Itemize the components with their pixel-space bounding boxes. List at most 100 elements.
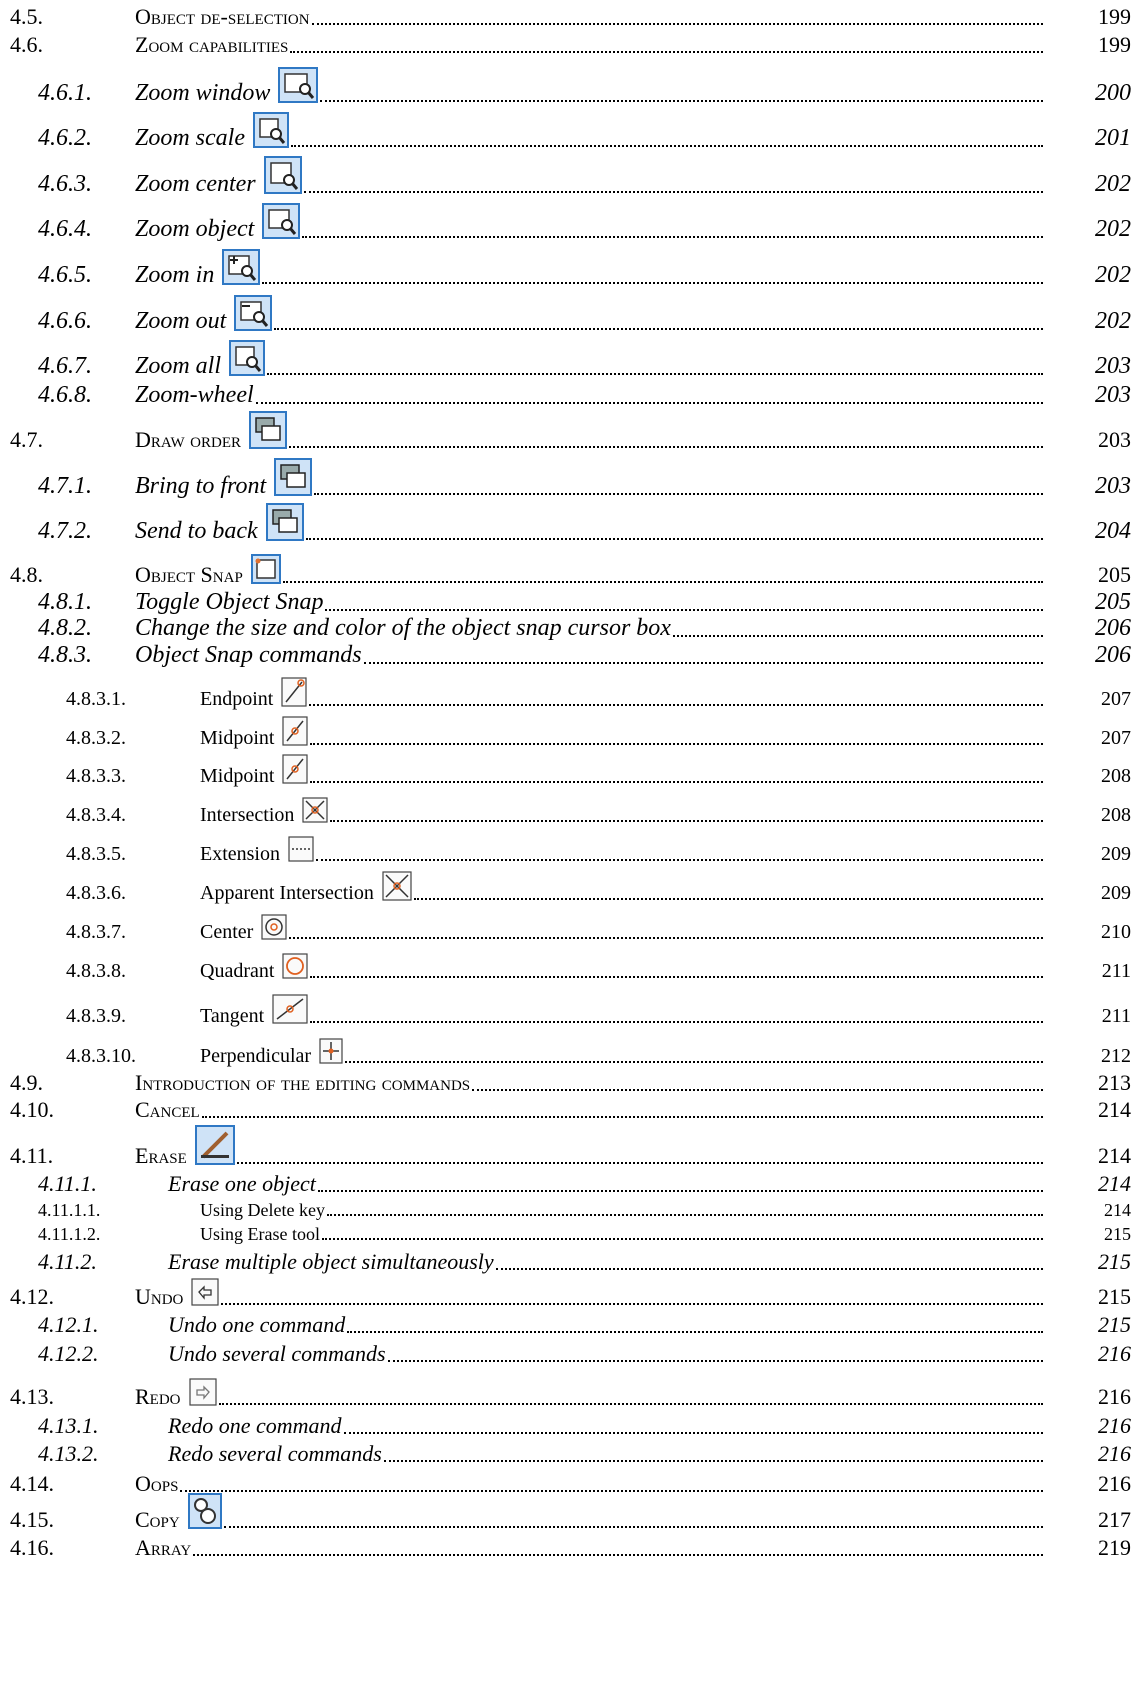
dot-leader — [343, 1432, 1043, 1434]
toc-entry[interactable]: 4.8.3.9. Tangent 211 — [0, 994, 1137, 1028]
toc-entry[interactable]: 4.7.1. Bring to front 203 — [0, 458, 1137, 500]
toc-entry-page: 217 — [1098, 1507, 1131, 1532]
toc-entry-number: 4.11.1.1. — [38, 1200, 101, 1220]
toc-entry-title-group: Redo — [135, 1378, 1045, 1410]
toc-entry-page: 206 — [1095, 615, 1131, 641]
toc-entry[interactable]: 4.9. Introduction of the editing commands… — [0, 1066, 1137, 1096]
toc-entry[interactable]: 4.8.3.5. Extension 209 — [0, 836, 1137, 866]
toc-entry-title: Undo — [135, 1284, 184, 1309]
toc-entry[interactable]: 4.7. Draw order 203 — [0, 411, 1137, 453]
toc-entry[interactable]: 4.10. Cancel 214 — [0, 1093, 1137, 1123]
toc-entry-page: 214 — [1098, 1171, 1131, 1196]
midpoint-snap-icon — [282, 716, 309, 746]
toc-entry-title: Bring to front — [135, 473, 267, 499]
toc-entry-page: 214 — [1104, 1200, 1131, 1220]
dot-leader — [262, 282, 1043, 284]
intersection-snap-icon — [302, 797, 329, 823]
toc-entry-number: 4.6.3. — [38, 171, 92, 197]
toc-entry[interactable]: 4.8.3.8. Quadrant 211 — [0, 953, 1137, 983]
object-snap-icon — [250, 554, 281, 584]
toc-entry-page: 216 — [1098, 1413, 1131, 1438]
toc-entry[interactable]: 4.12. Undo 215 — [0, 1278, 1137, 1310]
toc-entry-title: Zoom-wheel — [135, 382, 254, 408]
toc-entry-page: 208 — [1101, 765, 1131, 787]
toc-entry-page: 199 — [1098, 32, 1131, 57]
toc-entry[interactable]: 4.6.5. Zoom in 202 — [0, 249, 1137, 289]
toc-entry-page: 200 — [1095, 80, 1131, 106]
toc-entry-number: 4.8.2. — [38, 615, 92, 641]
toc-entry[interactable]: 4.6.2. Zoom scale 201 — [0, 112, 1137, 152]
toc-entry[interactable]: 4.8.3.10. Perpendicular 212 — [0, 1038, 1137, 1068]
toc-entry[interactable]: 4.6.4. Zoom object 202 — [0, 203, 1137, 243]
toc-entry[interactable]: 4.13.2. Redo several commands 216 — [0, 1437, 1137, 1467]
toc-entry-number: 4.12.2. — [38, 1341, 99, 1366]
toc-entry-page: 209 — [1101, 843, 1131, 865]
redo-icon — [188, 1378, 217, 1406]
toc-entry[interactable]: 4.8.3.7. Center 210 — [0, 914, 1137, 944]
dot-leader — [317, 1190, 1043, 1192]
toc-entry-title: Object Snap — [135, 562, 243, 587]
toc-entry-title-group: Introduction of the editing commands — [135, 1070, 1045, 1096]
toc-entry-page: 212 — [1101, 1045, 1131, 1067]
dot-leader — [267, 373, 1043, 375]
toc-entry[interactable]: 4.6. Zoom capabilities 199 — [0, 28, 1137, 58]
toc-entry-title-group: Zoom all — [135, 340, 1045, 380]
toc-entry[interactable]: 4.8.1. Toggle Object Snap 205 — [0, 586, 1137, 616]
zoom-object-icon — [262, 203, 301, 239]
toc-entry-title: Midpoint — [200, 765, 275, 787]
toc-entry[interactable]: 4.13.1. Redo one command 216 — [0, 1409, 1137, 1439]
toc-entry-title: Object Snap commands — [135, 642, 362, 668]
toc-entry[interactable]: 4.16. Array 219 — [0, 1531, 1137, 1561]
toc-entry[interactable]: 4.8.3.6. Apparent Intersection 209 — [0, 871, 1137, 905]
toc-entry-title-group: Apparent Intersection — [200, 871, 1045, 905]
toc-entry[interactable]: 4.13. Redo 216 — [0, 1378, 1137, 1410]
toc-entry-number: 4.11. — [10, 1143, 54, 1168]
toc-entry[interactable]: 4.6.1. Zoom window 200 — [0, 67, 1137, 107]
toc-entry[interactable]: 4.7.2. Send to back 204 — [0, 503, 1137, 545]
toc-entry-title: Object de-selection — [135, 4, 310, 29]
toc-entry[interactable]: 4.8.3.3. Midpoint 208 — [0, 754, 1137, 788]
toc-entry-title-group: Cancel — [135, 1097, 1045, 1123]
zoom-scale-icon — [253, 112, 289, 148]
toc-entry-title-group: Zoom object — [135, 203, 1045, 243]
toc-entry-page: 215 — [1098, 1284, 1131, 1309]
toc-entry[interactable]: 4.15. Copy 217 — [0, 1493, 1137, 1533]
toc-entry-title-group: Object Snap commands — [135, 642, 1045, 669]
toc-entry[interactable]: 4.8.3.1. Endpoint 207 — [0, 677, 1137, 711]
toc-entry[interactable]: 4.6.7. Zoom all 203 — [0, 340, 1137, 380]
toc-entry[interactable]: 4.12.2. Undo several commands 216 — [0, 1337, 1137, 1367]
toc-entry[interactable]: 4.8.3.4. Intersection 208 — [0, 797, 1137, 827]
toc-entry-number: 4.13.1. — [38, 1413, 99, 1438]
toc-entry-title: Draw order — [135, 427, 242, 452]
toc-entry[interactable]: 4.8. Object Snap 205 — [0, 554, 1137, 588]
toc-entry-title-group: Extension — [200, 836, 1045, 866]
toc-entry[interactable]: 4.8.2. Change the size and color of the o… — [0, 612, 1137, 642]
toc-entry-page: 211 — [1101, 960, 1131, 982]
toc-entry[interactable]: 4.14. Oops 216 — [0, 1467, 1137, 1497]
toc-entry-page: 216 — [1098, 1341, 1131, 1366]
toc-entry[interactable]: 4.11. Erase 214 — [0, 1125, 1137, 1169]
toc-entry[interactable]: 4.5. Object de-selection 199 — [0, 0, 1137, 30]
toc-entry-number: 4.8.3.2. — [66, 727, 126, 749]
toc-entry[interactable]: 4.8.3. Object Snap commands 206 — [0, 639, 1137, 669]
toc-entry-title-group: Zoom-wheel — [135, 382, 1045, 409]
toc-entry[interactable]: 4.12.1. Undo one command 215 — [0, 1308, 1137, 1338]
toc-entry-title: Extension — [200, 843, 280, 865]
toc-entry-title-group: Redo one command — [168, 1413, 1045, 1439]
dot-leader — [314, 493, 1043, 495]
toc-entry[interactable]: 4.6.3. Zoom center 202 — [0, 156, 1137, 198]
toc-entry-number: 4.6. — [10, 32, 43, 57]
toc-entry-number: 4.9. — [10, 1070, 43, 1095]
toc-entry[interactable]: 4.6.8. Zoom-wheel 203 — [0, 379, 1137, 409]
toc-entry[interactable]: 4.11.1. Erase one object 214 — [0, 1167, 1137, 1197]
toc-entry-title-group: Intersection — [200, 797, 1045, 827]
toc-entry-number: 4.8.3. — [38, 642, 92, 668]
toc-entry[interactable]: 4.11.2. Erase multiple object simultaneou… — [0, 1245, 1137, 1275]
toc-entry-title-group: Quadrant — [200, 953, 1045, 983]
toc-entry[interactable]: 4.11.1.2. Using Erase tool 215 — [0, 1215, 1137, 1245]
toc-entry-number: 4.8.3.5. — [66, 843, 126, 865]
toc-entry-title: Using Erase tool — [200, 1224, 320, 1244]
toc-entry[interactable]: 4.11.1.1. Using Delete key 214 — [0, 1191, 1137, 1221]
toc-entry[interactable]: 4.6.6. Zoom out 202 — [0, 295, 1137, 335]
toc-entry[interactable]: 4.8.3.2. Midpoint 207 — [0, 716, 1137, 750]
